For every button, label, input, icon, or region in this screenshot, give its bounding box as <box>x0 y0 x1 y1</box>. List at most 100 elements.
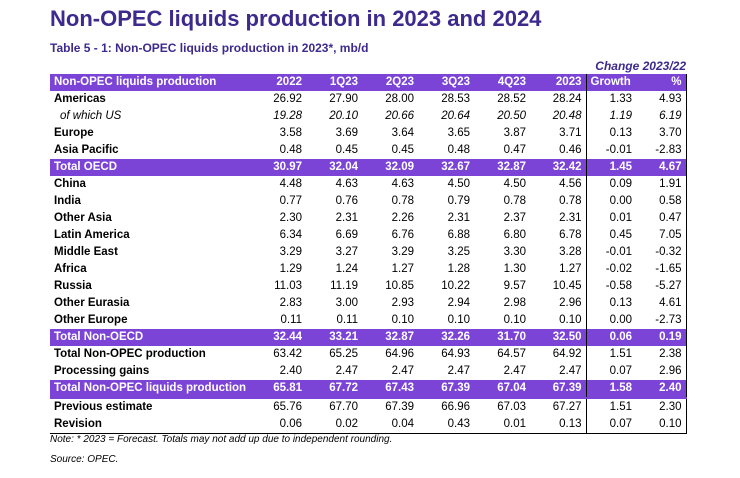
table-row: Previous estimate 65.76 67.70 67.39 66.96 67.… <box>50 397 687 416</box>
table-cell: 0.47 <box>503 144 526 156</box>
table-cell: 2.30 <box>636 397 687 416</box>
table-cell: 65.81 <box>250 380 306 398</box>
table-note: Note: * 2023 = Forecast. Totals may not … <box>50 434 393 445</box>
column-header: 1Q23 <box>306 74 362 91</box>
table-row: Middle East 3.29 3.27 3.29 3.25 3.30 3.28 -0.01… <box>50 244 687 261</box>
table-cell: 6.80 <box>503 229 526 241</box>
column-header: 3Q23 <box>418 74 474 91</box>
table-cell: 0.45 <box>609 229 632 241</box>
table-cell: 1.30 <box>503 263 526 275</box>
table-row: China 4.48 4.63 4.63 4.50 4.50 4.56 0.09 1.91 <box>50 176 687 193</box>
table-cell: 67.39 <box>418 380 474 398</box>
table-cell: 4.61 <box>636 295 687 312</box>
row-label: Total Non-OPEC liquids production <box>50 380 250 398</box>
table-cell: 1.27 <box>391 263 414 275</box>
table-cell: 0.06 <box>250 416 306 434</box>
table-cell: 3.29 <box>391 246 414 258</box>
table-cell: 67.04 <box>474 380 530 398</box>
table-cell: 3.64 <box>391 127 414 139</box>
table-cell: 1.29 <box>279 263 302 275</box>
table-row: Americas 26.92 27.90 28.00 28.53 28.52 28.24 1.… <box>50 91 687 108</box>
row-label: Total Non-OPEC production <box>54 348 206 360</box>
table-cell: 0.58 <box>636 193 687 210</box>
table-cell: 0.07 <box>609 365 632 377</box>
table-cell: 20.66 <box>385 110 414 122</box>
table-row: Total Non-OPEC production 63.42 65.25 64.96… <box>50 346 687 363</box>
table-cell: 32.87 <box>362 329 418 346</box>
table-cell: 1.91 <box>636 176 687 193</box>
table-cell: 0.10 <box>391 314 414 326</box>
table-cell: 2.96 <box>530 295 587 312</box>
table-cell: 64.57 <box>497 348 526 360</box>
table-cell: 32.50 <box>530 329 587 346</box>
table-cell: -5.27 <box>636 278 687 295</box>
table-cell: 2.26 <box>391 212 414 224</box>
row-label: Previous estimate <box>50 397 250 416</box>
table-cell: 3.58 <box>279 127 302 139</box>
table-cell: 2.94 <box>447 297 470 309</box>
table-cell: 0.06 <box>586 329 636 346</box>
row-label: Other Europe <box>54 314 128 326</box>
table-cell: 0.78 <box>391 195 414 207</box>
table-cell: 3.25 <box>447 246 470 258</box>
table-cell: 3.00 <box>335 297 358 309</box>
table-cell: 2.31 <box>530 210 587 227</box>
table-cell: -2.73 <box>636 312 687 329</box>
table-cell: 28.53 <box>441 93 470 105</box>
table-cell: 3.29 <box>279 246 302 258</box>
row-label: Russia <box>54 280 92 292</box>
row-label: Americas <box>54 93 106 105</box>
table-cell: 4.50 <box>447 178 470 190</box>
row-label: Other Asia <box>54 212 112 224</box>
table-cell: 0.10 <box>447 314 470 326</box>
table-cell: 4.63 <box>391 178 414 190</box>
table-row: India 0.77 0.76 0.78 0.79 0.78 0.78 0.00 0.58 <box>50 193 687 210</box>
row-label: India <box>54 195 81 207</box>
table-cell: 4.93 <box>636 91 687 108</box>
table-cell: 4.48 <box>279 178 302 190</box>
table-cell: 19.28 <box>273 110 302 122</box>
production-table: Non-OPEC liquids production 2022 1Q23 2Q23 3… <box>50 74 687 434</box>
table-cell: 64.92 <box>530 346 587 363</box>
table-cell: 4.56 <box>530 176 587 193</box>
table-cell: 32.04 <box>306 159 362 176</box>
table-cell: 6.78 <box>530 227 587 244</box>
table-cell: 2.40 <box>279 365 302 377</box>
table-cell: 0.09 <box>609 178 632 190</box>
table-cell: 10.22 <box>441 280 470 292</box>
table-cell: 0.13 <box>609 297 632 309</box>
table-cell: 2.47 <box>335 365 358 377</box>
table-row: Africa 1.29 1.24 1.27 1.28 1.30 1.27 -0.02 -1.65 <box>50 261 687 278</box>
table-cell: 0.07 <box>586 416 636 434</box>
table-cell: 2.83 <box>279 297 302 309</box>
table-cell: -0.32 <box>636 244 687 261</box>
table-cell: 0.76 <box>335 195 358 207</box>
table-cell: 20.10 <box>329 110 358 122</box>
row-label: Processing gains <box>54 365 150 377</box>
table-row: Latin America 6.34 6.69 6.76 6.88 6.80 6.78 0.4… <box>50 227 687 244</box>
table-row: Other Europe 0.11 0.11 0.10 0.10 0.10 0.10 0.00… <box>50 312 687 329</box>
row-label: Other Eurasia <box>54 297 130 309</box>
table-cell: 6.34 <box>279 229 302 241</box>
table-cell: 0.48 <box>279 144 302 156</box>
table-cell: 0.78 <box>503 195 526 207</box>
column-header: Non-OPEC liquids production <box>50 74 250 91</box>
table-cell: 0.45 <box>335 144 358 156</box>
row-label: Europe <box>54 127 94 139</box>
table-cell: 3.30 <box>503 246 526 258</box>
table-caption: Table 5 - 1: Non-OPEC liquids production… <box>50 41 369 55</box>
table-cell: 0.13 <box>609 127 632 139</box>
table-source: Source: OPEC. <box>50 454 119 465</box>
table-cell: 0.79 <box>447 195 470 207</box>
table-cell: 3.87 <box>503 127 526 139</box>
row-label: Latin America <box>54 229 130 241</box>
table-cell: 0.02 <box>306 416 362 434</box>
column-header: 2Q23 <box>362 74 418 91</box>
page-title: Non-OPEC liquids production in 2023 and … <box>50 6 542 31</box>
table-cell: 67.03 <box>474 397 530 416</box>
table-cell: 11.19 <box>330 280 358 292</box>
table-cell: 1.58 <box>586 380 636 398</box>
table-cell: 32.42 <box>530 159 587 176</box>
column-header: 4Q23 <box>474 74 530 91</box>
table-cell: 65.25 <box>329 348 358 360</box>
